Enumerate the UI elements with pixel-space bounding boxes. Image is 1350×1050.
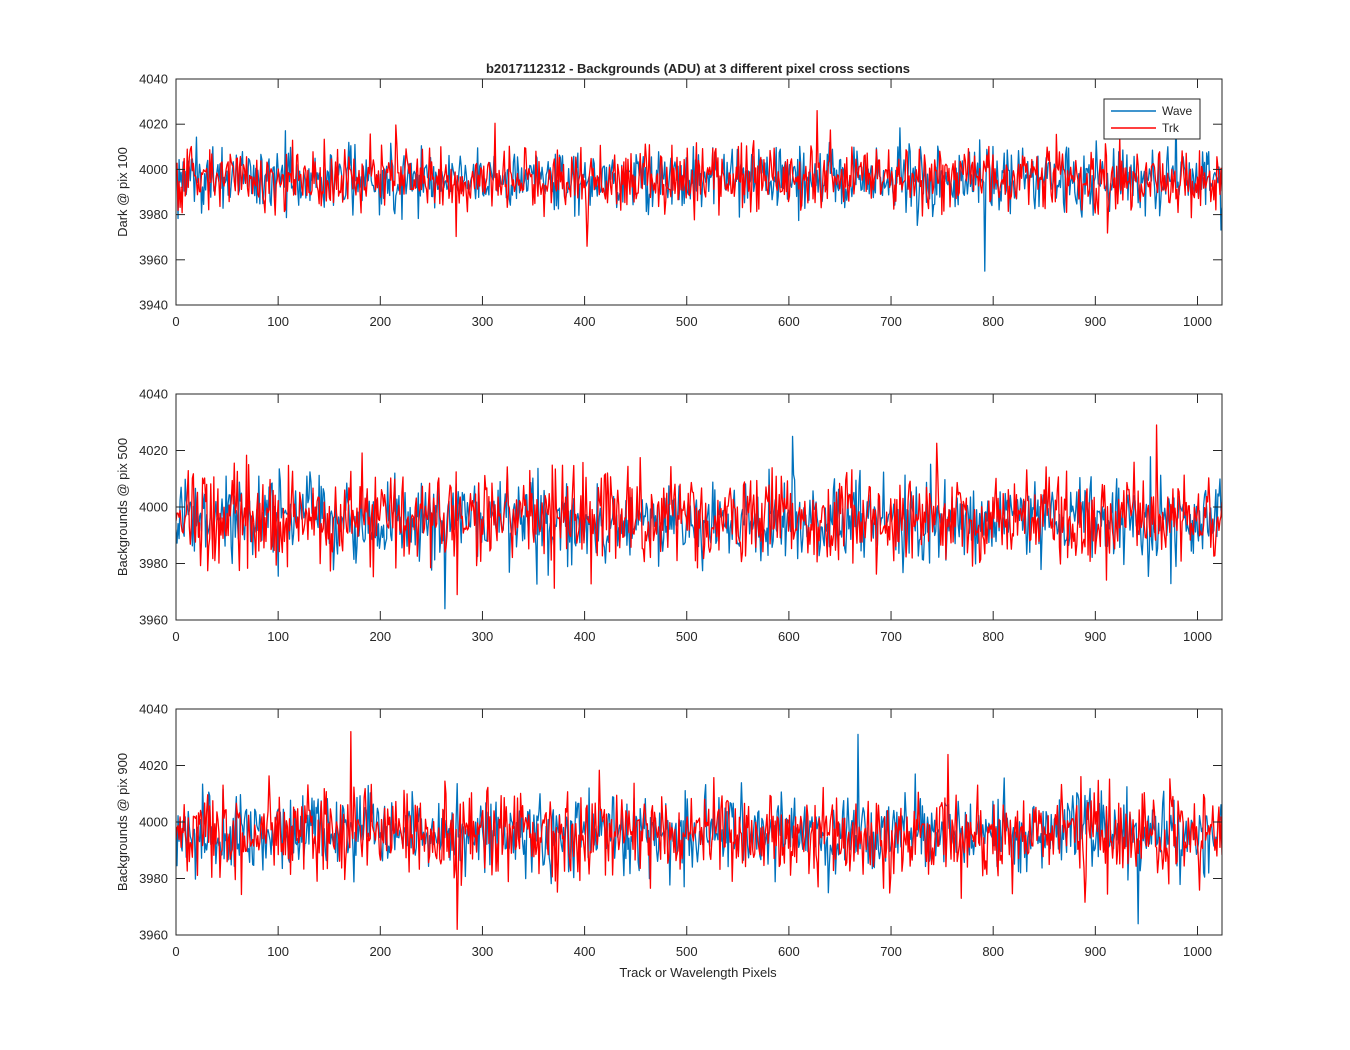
y-tick-label: 3980 <box>139 871 168 886</box>
y-tick-label: 4040 <box>139 387 168 402</box>
x-tick-label: 100 <box>267 944 289 959</box>
y-tick-label: 4020 <box>139 117 168 132</box>
y-tick-label: 3940 <box>139 298 168 313</box>
y-tick-label: 4000 <box>139 162 168 177</box>
x-tick-label: 900 <box>1084 314 1106 329</box>
legend-box <box>1103 98 1201 140</box>
x-tick-label: 400 <box>574 944 596 959</box>
y-tick-label: 4000 <box>139 500 168 515</box>
x-tick-label: 300 <box>472 629 494 644</box>
x-tick-label: 200 <box>369 314 391 329</box>
y-tick-label: 4040 <box>139 702 168 717</box>
series-line-trk-panel-3 <box>176 730 1222 930</box>
x-tick-label: 600 <box>778 314 800 329</box>
x-tick-label: 400 <box>574 314 596 329</box>
x-tick-label: 100 <box>267 314 289 329</box>
y-axis-label-panel-2: Backgrounds @ pix 500 <box>115 438 130 576</box>
x-tick-label: 500 <box>676 944 698 959</box>
x-tick-label: 0 <box>172 314 179 329</box>
x-tick-label: 600 <box>778 944 800 959</box>
y-tick-label: 3960 <box>139 928 168 943</box>
x-tick-label: 300 <box>472 944 494 959</box>
figure-title: b2017112312 - Backgrounds (ADU) at 3 dif… <box>486 61 910 76</box>
x-tick-label: 600 <box>778 629 800 644</box>
legend-label-trk: Trk <box>1162 121 1180 135</box>
y-axis-label-panel-1: Dark @ pix 100 <box>115 147 130 237</box>
x-tick-label: 700 <box>880 314 902 329</box>
axes-box-panel-1 <box>175 78 1223 306</box>
panel-2: 0 100 200 300 400 500 600 700 800 900 1000 3960 3980… <box>115 387 1223 644</box>
y-tick-label: 4040 <box>139 72 168 87</box>
x-tick-label: 1000 <box>1183 629 1212 644</box>
x-tick-label: 0 <box>172 944 179 959</box>
x-tick-label: 500 <box>676 629 698 644</box>
y-tick-label: 4020 <box>139 758 168 773</box>
x-tick-label: 400 <box>574 629 596 644</box>
x-tick-label: 0 <box>172 629 179 644</box>
y-tick-label: 4020 <box>139 443 168 458</box>
x-tick-label: 800 <box>982 629 1004 644</box>
x-tick-label: 1000 <box>1183 314 1212 329</box>
x-tick-label: 900 <box>1084 629 1106 644</box>
x-tick-label: 800 <box>982 944 1004 959</box>
x-tick-label: 1000 <box>1183 944 1212 959</box>
series-line-wave-panel-1 <box>176 109 1222 272</box>
x-axis-label: Track or Wavelength Pixels <box>619 965 777 980</box>
x-tick-label: 700 <box>880 629 902 644</box>
series-line-trk-panel-1 <box>176 109 1222 247</box>
y-tick-label: 3960 <box>139 613 168 628</box>
x-tick-label: 500 <box>676 314 698 329</box>
x-tick-label: 800 <box>982 314 1004 329</box>
panel-1: 0 100 200 300 400 500 600 700 800 900 1000 3940 3960… <box>115 72 1223 329</box>
x-tick-label: 300 <box>472 314 494 329</box>
panel-3: 0 100 200 300 400 500 600 700 800 900 1000 3960 3980… <box>115 702 1223 959</box>
y-tick-label: 4000 <box>139 815 168 830</box>
y-axis-label-panel-3: Backgrounds @ pix 900 <box>115 753 130 891</box>
x-tick-label: 900 <box>1084 944 1106 959</box>
x-tick-label: 100 <box>267 629 289 644</box>
x-tick-label: 200 <box>369 944 391 959</box>
legend: Wave Trk <box>1103 98 1201 140</box>
x-tick-label: 200 <box>369 629 391 644</box>
y-tick-label: 3980 <box>139 207 168 222</box>
y-tick-label: 3960 <box>139 252 168 267</box>
y-tick-label: 3980 <box>139 556 168 571</box>
x-tick-label: 700 <box>880 944 902 959</box>
series-line-trk-panel-2 <box>176 424 1222 596</box>
legend-label-wave: Wave <box>1162 104 1193 118</box>
